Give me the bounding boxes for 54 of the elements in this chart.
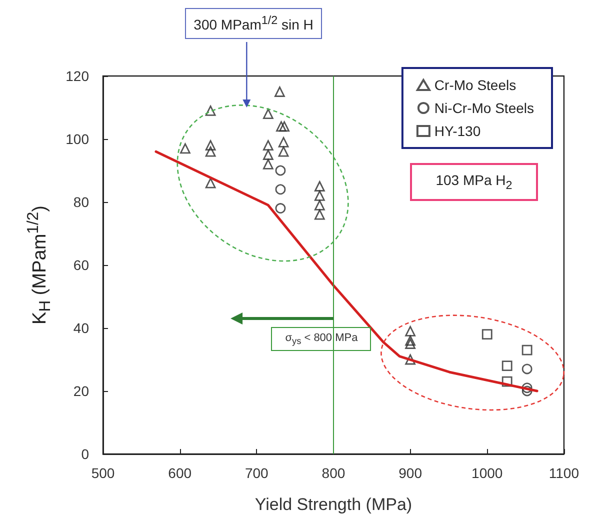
- legend-label: Cr-Mo Steels: [434, 77, 516, 93]
- x-tick-label: 900: [398, 465, 422, 481]
- point: [314, 200, 325, 210]
- point: [205, 146, 216, 157]
- y-tick-label: 100: [66, 131, 90, 147]
- point: [522, 382, 532, 394]
- point: [502, 376, 512, 387]
- point: [262, 159, 274, 170]
- point: [482, 329, 492, 340]
- point: [314, 209, 325, 220]
- x-tick-label: 600: [168, 465, 192, 481]
- y-tick-label: 0: [81, 446, 90, 462]
- point: [278, 136, 289, 148]
- point: [205, 140, 216, 150]
- x-tick-label: 700: [244, 465, 269, 481]
- point: [405, 354, 416, 365]
- point: [522, 344, 532, 356]
- point: [314, 181, 325, 192]
- point: [279, 121, 290, 132]
- y-tick-label: 20: [73, 383, 90, 399]
- y-tick-label: 120: [66, 68, 90, 84]
- point: [262, 140, 274, 150]
- y-tick-label: 40: [73, 320, 90, 336]
- line-series: [154, 150, 538, 392]
- point: [262, 108, 274, 119]
- text: 300 MPam$^{1/2}$ sin H: [184, 8, 322, 39]
- point: [522, 364, 532, 374]
- legend-label: HY-130: [434, 123, 481, 139]
- x-tick-label: 1100: [548, 465, 580, 481]
- point: [276, 121, 286, 132]
- point: [274, 86, 285, 97]
- point: [275, 165, 286, 176]
- point: [502, 360, 512, 371]
- point: [278, 146, 289, 157]
- ref-line-label: σ$_{ys}$ < 800 MPa: [271, 326, 372, 351]
- point: [205, 178, 216, 188]
- x-tick-label: 800: [322, 465, 346, 481]
- point: [522, 386, 532, 396]
- point: [275, 184, 286, 195]
- point: [405, 326, 416, 336]
- annotation: 103 MPa H$_{2}$: [410, 163, 538, 201]
- y-tick-label: 60: [73, 257, 90, 273]
- point: [314, 190, 325, 201]
- point: [405, 335, 416, 346]
- point: [262, 150, 274, 160]
- legend-label: Ni-Cr-Mo Steels: [434, 100, 534, 116]
- x-axis-title: Yield Strength (MPa): [254, 495, 412, 514]
- point: [180, 143, 190, 154]
- point: [405, 338, 416, 349]
- x-tick-label: 500: [91, 465, 115, 481]
- y-tick-label: 80: [73, 194, 90, 210]
- x-tick-label: 1000: [472, 465, 503, 481]
- point: [275, 203, 286, 214]
- point: [205, 105, 216, 116]
